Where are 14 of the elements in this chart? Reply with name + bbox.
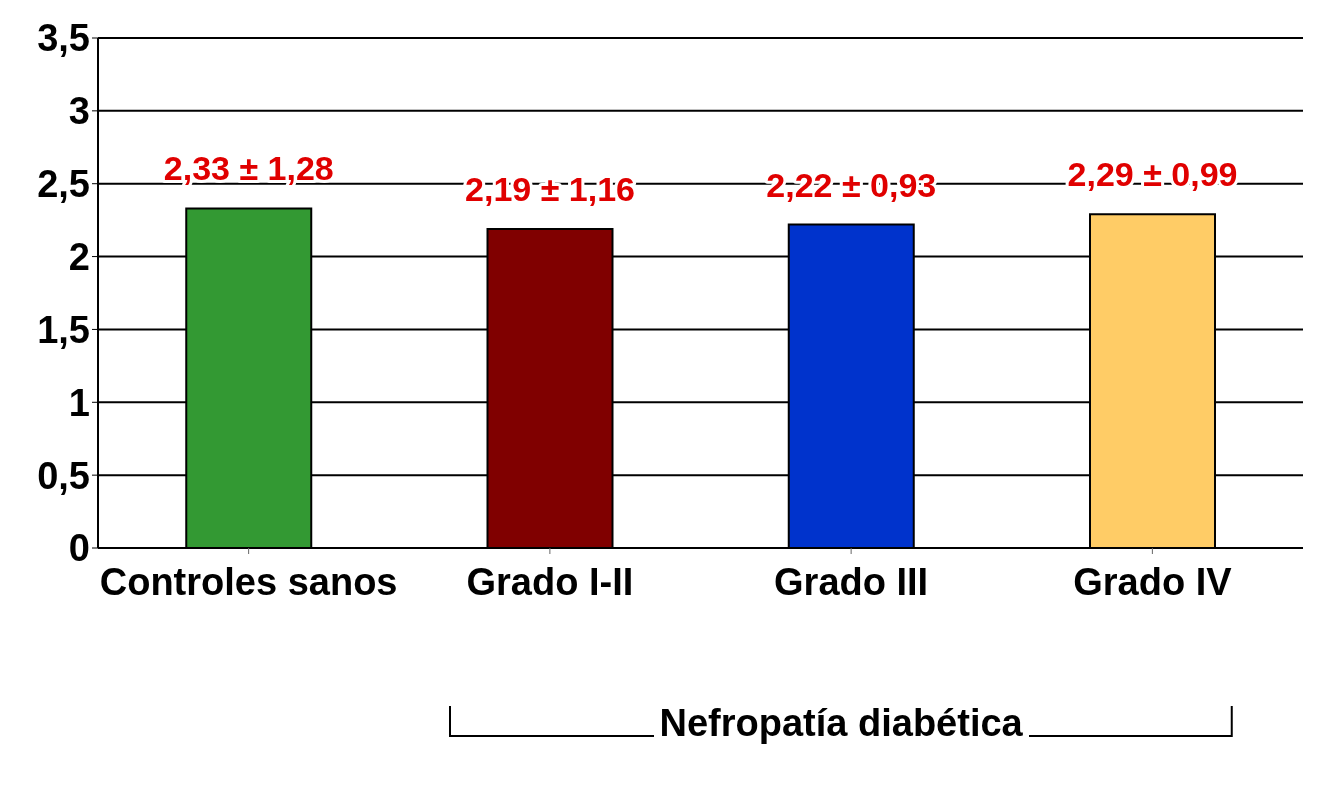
x-tick-label: Controles sanos	[99, 560, 398, 603]
x-tick-label: Grado IV	[1073, 560, 1233, 603]
y-tick-label: 1	[68, 381, 90, 424]
x-tick-label: Grado I-II	[466, 560, 634, 603]
y-tick-label: 3,5	[37, 17, 90, 60]
data-label: 2,33 ± 1,28	[163, 149, 334, 188]
y-tick-label: 0,5	[37, 454, 90, 497]
y-tick-label: 2,5	[37, 163, 90, 206]
y-tick-label: 1,5	[37, 308, 90, 351]
y-tick-label: 2	[68, 236, 90, 279]
y-tick-label: 0	[68, 527, 90, 570]
x-tick-label: Grado III	[774, 560, 929, 603]
y-tick-label: 3	[68, 90, 90, 133]
text: Nefropatía diabética	[653, 702, 1029, 744]
